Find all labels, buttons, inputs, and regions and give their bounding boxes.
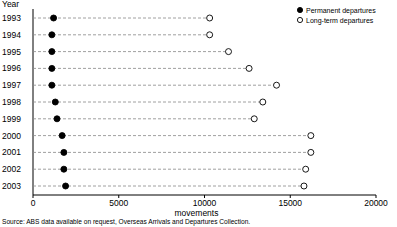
x-tick-label: 10000 <box>193 198 217 208</box>
dot <box>226 49 232 55</box>
source-note: Source: ABS data available on request, O… <box>2 218 250 226</box>
dot <box>207 15 213 21</box>
dot <box>308 133 314 139</box>
guide-line <box>33 18 210 19</box>
guide-line <box>33 102 263 103</box>
dot <box>63 183 69 189</box>
dot <box>49 49 55 55</box>
dot <box>303 166 309 172</box>
y-tick-label: 2002 <box>2 164 21 174</box>
x-tick-label: 0 <box>31 198 36 208</box>
legend-label: Permanent departures <box>306 7 376 15</box>
guide-line <box>33 152 311 153</box>
dot <box>51 15 57 21</box>
dot <box>260 99 266 105</box>
legend: Permanent departures Long-term departures <box>297 7 376 25</box>
x-axis-label: movements <box>175 208 219 218</box>
dot <box>61 166 67 172</box>
x-tick-label: 20000 <box>364 198 388 208</box>
guide-line <box>33 51 229 52</box>
y-tick-label: 1999 <box>2 114 21 124</box>
x-tick-label: 15000 <box>278 198 302 208</box>
plot-area <box>33 15 314 189</box>
y-tick-label: 1995 <box>2 47 21 57</box>
legend-label: Long-term departures <box>306 17 374 25</box>
y-tick-label: 2001 <box>2 147 21 157</box>
dot <box>251 116 257 122</box>
dot <box>52 99 58 105</box>
y-tick-label: 2000 <box>2 131 21 141</box>
guide-line <box>33 169 306 170</box>
dot <box>301 183 307 189</box>
dot <box>274 82 280 88</box>
y-tick-label: 1997 <box>2 80 21 90</box>
guide-line <box>33 186 304 187</box>
guide-line <box>33 34 210 35</box>
y-tick-label: 1993 <box>2 13 21 23</box>
y-tick-label: 1994 <box>2 30 21 40</box>
legend-marker <box>297 7 302 12</box>
y-axis-label: Year <box>2 0 19 9</box>
chart: 0 5000 10000 15000 20000 1993 1994 1995 1996 1997… <box>0 0 397 227</box>
dot <box>49 65 55 71</box>
dot <box>61 149 67 155</box>
guide-line <box>33 118 254 119</box>
guide-line <box>33 85 277 86</box>
dot <box>207 32 213 38</box>
guide-line <box>33 68 249 69</box>
dot <box>59 133 65 139</box>
dot <box>54 116 60 122</box>
y-tick-label: 2003 <box>2 181 21 191</box>
dot <box>49 82 55 88</box>
dot <box>49 32 55 38</box>
guide-line <box>33 135 311 136</box>
dot <box>246 65 252 71</box>
y-tick-label: 1996 <box>2 63 21 73</box>
legend-marker <box>297 17 302 22</box>
dot <box>308 149 314 155</box>
y-tick-label: 1998 <box>2 97 21 107</box>
x-tick-label: 5000 <box>109 198 128 208</box>
